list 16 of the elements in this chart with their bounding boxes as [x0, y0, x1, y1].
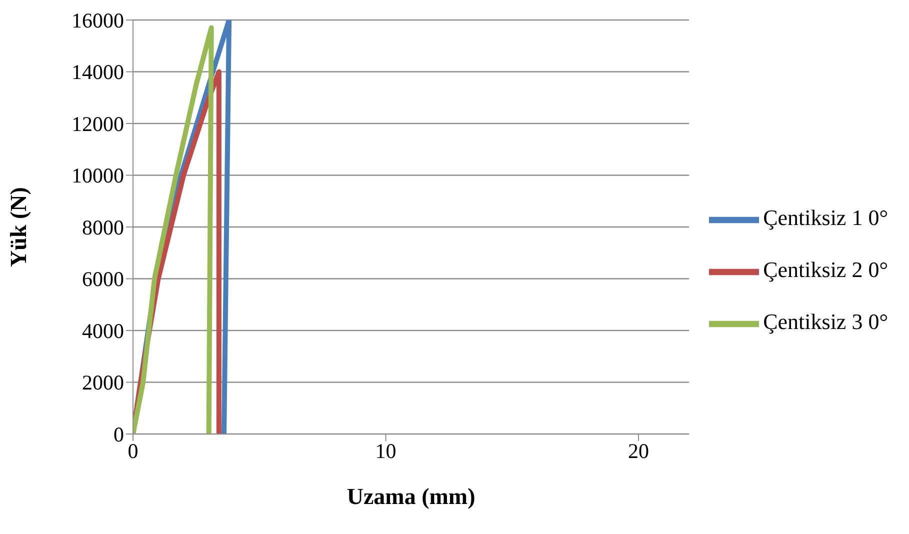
legend-label: Çentiksiz 2 0°: [763, 257, 888, 282]
x-tick-label: 20: [628, 438, 650, 463]
legend-label: Çentiksiz 3 0°: [763, 308, 888, 334]
y-axis-title: Yük (N): [6, 187, 32, 267]
y-tick-label: 8000: [82, 215, 124, 240]
y-tick-label: 4000: [82, 318, 124, 343]
x-axis-title: Uzama (mm): [346, 484, 476, 509]
y-tick-label: 12000: [72, 112, 124, 136]
x-tick-label: 10: [375, 438, 396, 463]
legend-label: Çentiksiz 1 0°: [763, 205, 888, 230]
y-tick-label: 14000: [72, 60, 124, 84]
y-tick-label: 2000: [82, 370, 124, 395]
y-tick-label: 0: [114, 422, 124, 446]
y-tick-label: 10000: [72, 164, 124, 188]
y-tick-label: 16000: [72, 8, 124, 32]
y-tick-label: 6000: [82, 267, 124, 292]
